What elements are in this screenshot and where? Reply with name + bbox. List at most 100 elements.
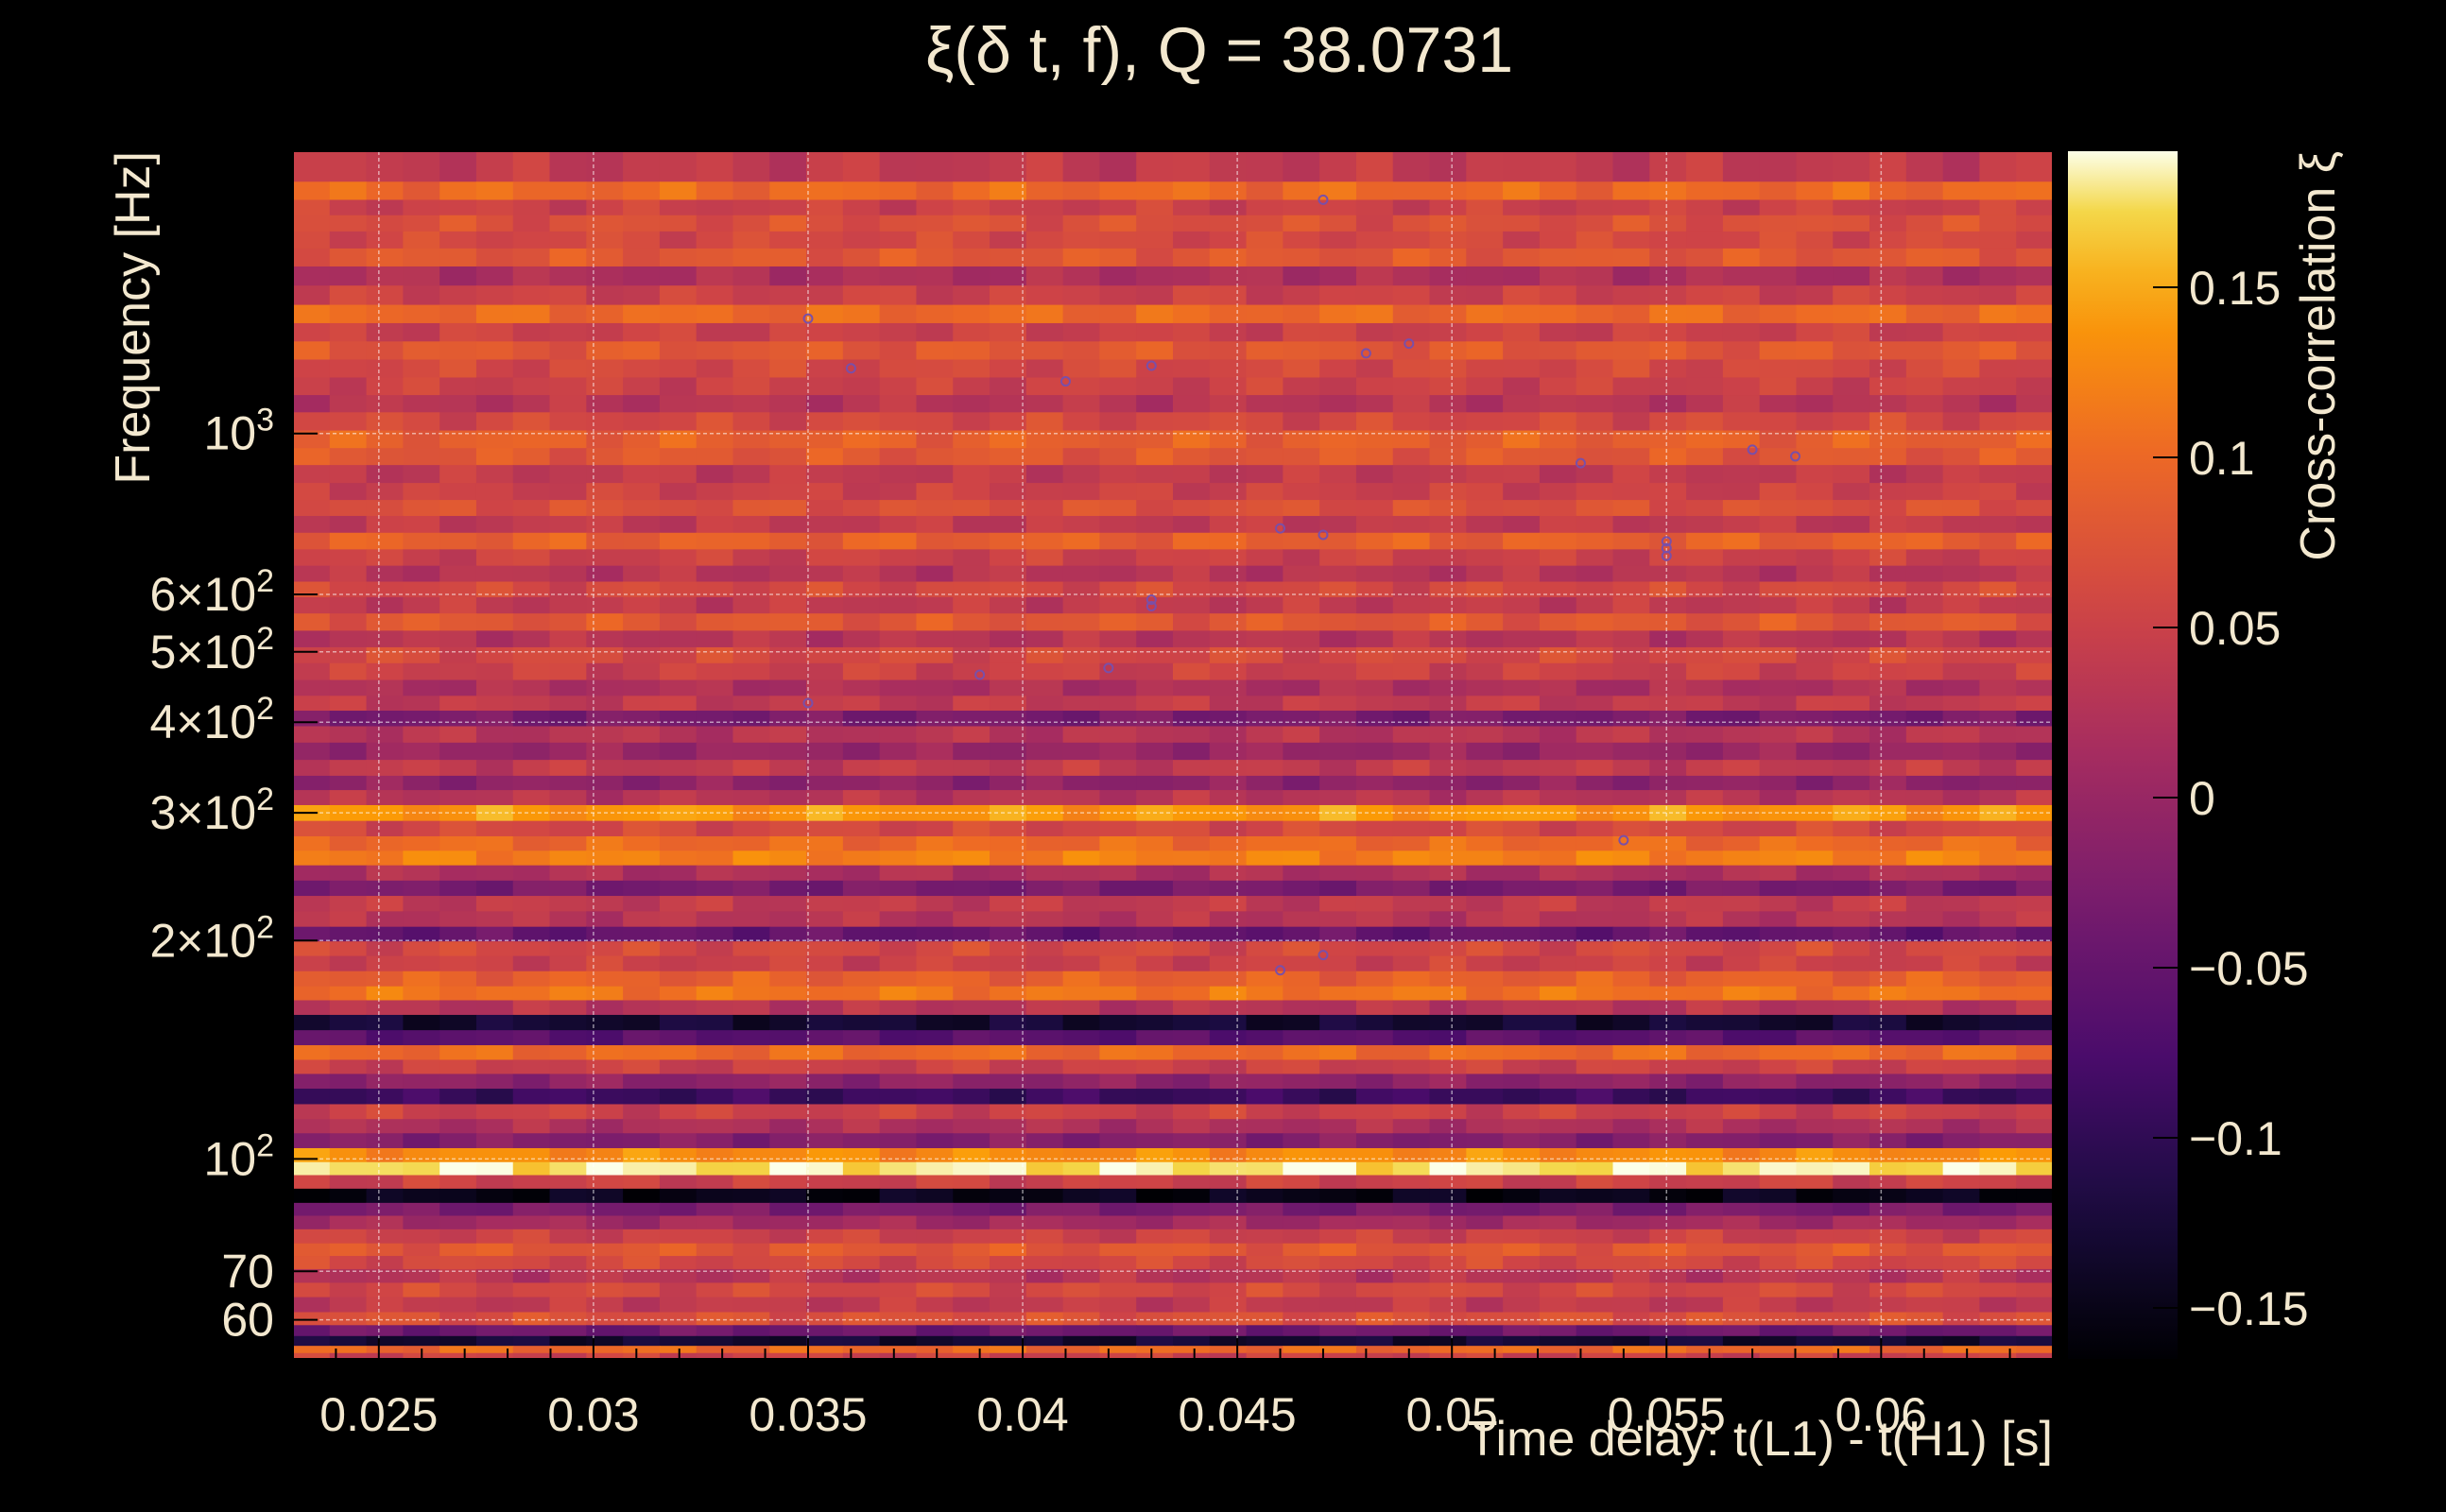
heatmap-cell (1246, 630, 1283, 648)
heatmap-cell (1612, 1000, 1650, 1016)
heatmap-cell (1246, 1074, 1283, 1090)
heatmap-cell (1905, 1282, 1944, 1298)
heatmap-cell (769, 515, 807, 534)
heatmap-cell (1209, 377, 1248, 396)
heatmap-cell (1979, 1335, 2017, 1347)
heatmap-cell (1576, 850, 1614, 867)
heatmap-cell (1576, 696, 1614, 712)
heatmap-cell (1136, 1352, 1174, 1359)
heatmap-cell (1062, 880, 1101, 897)
heatmap-cell (1722, 395, 1761, 413)
heatmap-cell (806, 679, 844, 696)
heatmap-cell (1429, 955, 1467, 972)
heatmap-cell (1136, 775, 1174, 791)
heatmap-cell (1942, 341, 1981, 361)
heatmap-cell (403, 285, 440, 306)
heatmap-cell (916, 1104, 954, 1120)
heatmap-cell (1722, 231, 1761, 249)
heatmap-cell (953, 215, 990, 232)
heatmap-cell (366, 377, 404, 396)
heatmap-cell (1283, 646, 1320, 664)
heatmap-cell (293, 986, 331, 1002)
heatmap-cell (732, 500, 770, 517)
heatmap-cell (1612, 850, 1650, 867)
heatmap-cell (1099, 896, 1137, 912)
heatmap-cell (1283, 596, 1320, 614)
heatmap-cell (366, 1325, 404, 1337)
heatmap-cell (1209, 181, 1248, 201)
heatmap-cell (1173, 662, 1211, 681)
heatmap-cell (769, 1346, 807, 1354)
heatmap-cell (1392, 1215, 1431, 1230)
heatmap-cell (1979, 266, 2017, 286)
heatmap-cell (879, 1188, 918, 1204)
heatmap-cell (403, 742, 440, 761)
heatmap-cell (953, 500, 990, 517)
heatmap-cell (1686, 820, 1724, 837)
heatmap-cell (1319, 549, 1357, 567)
heatmap-cell (366, 1352, 404, 1359)
heatmap-cell (806, 304, 844, 324)
heatmap-cell (1612, 926, 1650, 942)
heatmap-cell (1576, 248, 1614, 267)
heatmap-cell (1319, 1059, 1357, 1075)
heatmap-cell (1759, 630, 1798, 648)
heatmap-cell (1283, 1228, 1320, 1245)
heatmap-cell (586, 549, 624, 567)
heatmap-cell (1466, 565, 1504, 583)
heatmap-cell (1869, 1297, 1907, 1314)
heatmap-cell (1905, 1059, 1944, 1075)
heatmap-cell (1649, 1045, 1687, 1061)
heatmap-cell (293, 1188, 331, 1204)
heatmap-cell (1246, 359, 1283, 379)
heatmap-cell (842, 266, 881, 286)
heatmap-cell (916, 1243, 954, 1257)
heatmap-cell (623, 679, 661, 696)
heatmap-cell (1686, 1000, 1724, 1016)
heatmap-cell (696, 662, 734, 681)
heatmap-cell (1649, 1133, 1687, 1149)
heatmap-cell (1209, 955, 1248, 972)
heatmap-cell (1649, 448, 1687, 466)
heatmap-cell (1466, 1335, 1504, 1347)
heatmap-cell (1319, 790, 1357, 806)
heatmap-cell (659, 1045, 698, 1061)
heatmap-cell (1833, 500, 1870, 517)
heatmap-cell (1759, 1000, 1798, 1016)
heatmap-cell (1319, 581, 1357, 598)
heatmap-cell (769, 971, 807, 988)
heatmap-cell (1905, 1045, 1944, 1061)
heatmap-cell (1979, 646, 2017, 664)
heatmap-cell (1979, 1014, 2017, 1031)
heatmap-cell (1209, 1147, 1248, 1163)
heatmap-cell (1099, 1119, 1137, 1134)
heatmap-cell (1355, 835, 1394, 851)
heatmap-cell (1539, 742, 1577, 761)
heatmap-cell (1209, 1325, 1248, 1337)
heatmap-cell (439, 1147, 477, 1163)
heatmap-cell (1283, 865, 1320, 882)
heatmap-cell (1392, 955, 1431, 972)
heatmap-cell (1246, 1335, 1283, 1347)
heatmap-cell (806, 850, 844, 867)
heatmap-cell (2016, 1297, 2053, 1314)
heatmap-cell (842, 304, 881, 324)
heatmap-cell (1209, 630, 1248, 648)
heatmap-cell (1062, 1268, 1101, 1284)
heatmap-cell (1833, 231, 1870, 249)
heatmap-cell (732, 448, 770, 466)
heatmap-cell (1905, 679, 1944, 696)
heatmap-cell (1355, 1104, 1394, 1120)
heatmap-cell (329, 448, 368, 466)
heatmap-cell (879, 986, 918, 1002)
heatmap-cell (1209, 1202, 1248, 1217)
heatmap-cell (1099, 395, 1137, 413)
heatmap-cell (1209, 359, 1248, 379)
heatmap-cell (512, 1030, 551, 1046)
heatmap-cell (293, 790, 331, 806)
heatmap-cell (1466, 1161, 1504, 1177)
heatmap-cell (1905, 820, 1944, 837)
heatmap-cell (1319, 1312, 1357, 1326)
heatmap-cell (916, 911, 954, 928)
heatmap-cell (1833, 850, 1870, 867)
